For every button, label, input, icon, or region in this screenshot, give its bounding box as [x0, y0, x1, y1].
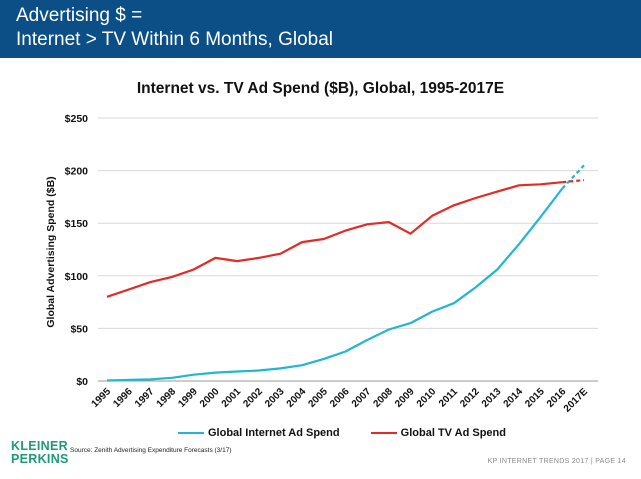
- x-tick-label: 2010: [415, 386, 439, 410]
- x-tick-label: 2000: [198, 386, 222, 410]
- legend-item-internet: Global Internet Ad Spend: [178, 427, 340, 439]
- y-tick-label: $50: [70, 323, 88, 335]
- x-tick-label: 2006: [328, 386, 352, 410]
- x-tick-label: 2017E: [562, 386, 590, 414]
- x-tick-label: 2013: [480, 386, 504, 410]
- legend-label-internet: Global Internet Ad Spend: [208, 427, 340, 440]
- kleiner-perkins-logo: KLEINER PERKINS: [11, 440, 69, 466]
- grid-lines: [98, 117, 598, 382]
- series-line-tv-estimate: [562, 179, 585, 184]
- x-tick-label: 2015: [523, 386, 547, 410]
- x-tick-label: 2005: [306, 386, 330, 410]
- x-tick-label: 2011: [437, 386, 460, 409]
- x-tick-label: 1998: [155, 386, 179, 410]
- x-tick-label: 2004: [285, 386, 309, 410]
- y-tick-label: $200: [65, 166, 89, 178]
- slide-title-line-2: Internet > TV Within 6 Months, Global: [16, 29, 333, 50]
- x-tick-label: 2009: [393, 386, 417, 410]
- x-tick-label: 1996: [111, 386, 135, 410]
- series-line-tv: [106, 181, 563, 298]
- legend-item-tv: Global TV Ad Spend: [370, 427, 506, 440]
- logo-line-2: PERKINS: [11, 452, 69, 466]
- x-tick-label: 2001: [220, 386, 244, 410]
- source-note: Source: Zenith Advertising Expenditure F…: [70, 447, 232, 454]
- x-tick-label: 2012: [458, 386, 482, 410]
- chart-legend: Global Internet Ad Spend Global TV Ad Sp…: [178, 427, 534, 439]
- series-line-internet: [106, 187, 564, 382]
- x-axis-ticks: 1995199619971998199920002001200220032004…: [90, 386, 591, 415]
- y-tick-label: $150: [65, 218, 89, 230]
- series-line-internet-estimate: [561, 164, 585, 190]
- x-tick-label: 1999: [176, 386, 200, 410]
- y-tick-label: $250: [65, 113, 89, 125]
- logo-line-1: KLEINER: [11, 439, 68, 453]
- slide-header: Advertising $ = Internet > TV Within 6 M…: [0, 0, 641, 58]
- x-tick-label: 1995: [90, 386, 114, 410]
- legend-label-tv: Global TV Ad Spend: [400, 427, 506, 440]
- y-axis-label: Global Advertising Spend ($B): [45, 176, 57, 327]
- x-tick-label: 2007: [350, 386, 374, 410]
- y-tick-label: $100: [65, 271, 89, 283]
- chart-title: Internet vs. TV Ad Spend ($B), Global, 1…: [136, 80, 505, 97]
- x-tick-label: 2014: [502, 386, 526, 410]
- y-axis-ticks: $0 $50 $100 $150 $200 $250: [65, 113, 89, 388]
- legend-swatch-internet: [178, 432, 204, 435]
- chart-series: [106, 164, 585, 382]
- slide-title-line-1: Advertising $ =: [16, 5, 143, 26]
- y-tick-label: $0: [76, 376, 88, 388]
- x-tick-label: 2008: [371, 386, 395, 410]
- x-tick-label: 2003: [263, 386, 287, 410]
- page-footer: KP INTERNET TRENDS 2017 | PAGE 14: [487, 458, 626, 465]
- x-tick-label: 1997: [133, 386, 157, 410]
- legend-swatch-tv: [370, 432, 397, 435]
- x-tick-label: 2002: [241, 386, 265, 410]
